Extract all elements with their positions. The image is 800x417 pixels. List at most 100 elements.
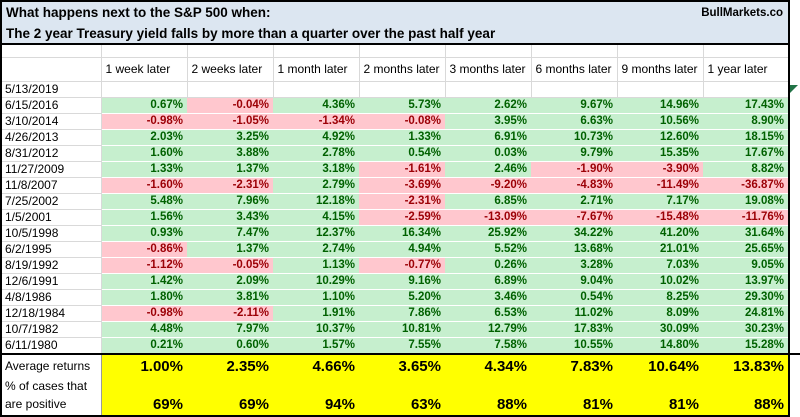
value-cell[interactable]: 1.33% <box>359 129 445 146</box>
value-cell[interactable]: 13.68% <box>531 241 617 258</box>
value-cell[interactable]: 7.17% <box>617 193 703 210</box>
value-cell[interactable]: -2.59% <box>359 209 445 226</box>
date-cell[interactable]: 1/5/2001 <box>0 209 102 226</box>
value-cell[interactable]: 25.92% <box>445 225 531 242</box>
value-cell[interactable]: 41.20% <box>617 225 703 242</box>
value-cell[interactable]: -3.69% <box>359 177 445 194</box>
value-cell[interactable]: 1.57% <box>273 337 359 354</box>
value-cell[interactable]: 0.54% <box>531 289 617 306</box>
date-cell[interactable]: 10/7/1982 <box>0 321 102 338</box>
summary-value-cell[interactable]: 69% <box>187 393 273 417</box>
value-cell[interactable]: 13.97% <box>703 273 789 290</box>
value-cell[interactable] <box>531 81 618 98</box>
value-cell[interactable]: -11.49% <box>617 177 703 194</box>
value-cell[interactable]: 12.18% <box>273 193 359 210</box>
value-cell[interactable]: -11.76% <box>703 209 789 226</box>
summary-value-cell[interactable] <box>273 377 359 394</box>
value-cell[interactable]: -13.09% <box>445 209 531 226</box>
summary-value-cell[interactable] <box>101 377 187 394</box>
value-cell[interactable]: 21.01% <box>617 241 703 258</box>
value-cell[interactable]: 4.36% <box>273 97 359 114</box>
value-cell[interactable]: 14.80% <box>617 337 703 354</box>
value-cell[interactable]: 10.29% <box>273 273 359 290</box>
value-cell[interactable]: 7.97% <box>187 321 273 338</box>
value-cell[interactable]: -0.08% <box>359 113 445 130</box>
value-cell[interactable]: 7.58% <box>445 337 531 354</box>
column-header[interactable]: 1 week later <box>101 57 188 82</box>
value-cell[interactable]: 0.26% <box>445 257 531 274</box>
value-cell[interactable]: -0.05% <box>187 257 273 274</box>
value-cell[interactable]: 10.73% <box>531 129 617 146</box>
value-cell[interactable]: 1.80% <box>101 289 187 306</box>
value-cell[interactable]: -7.67% <box>531 209 617 226</box>
value-cell[interactable]: -1.61% <box>359 161 445 178</box>
summary-value-cell[interactable] <box>617 377 703 394</box>
value-cell[interactable]: -4.83% <box>531 177 617 194</box>
value-cell[interactable]: 7.96% <box>187 193 273 210</box>
value-cell[interactable]: 6.91% <box>445 129 531 146</box>
summary-value-cell[interactable]: 2.35% <box>187 352 273 378</box>
summary-value-cell[interactable]: 4.34% <box>445 352 531 378</box>
value-cell[interactable]: 3.43% <box>187 209 273 226</box>
value-cell[interactable]: 10.55% <box>531 337 617 354</box>
value-cell[interactable]: 25.65% <box>703 241 789 258</box>
average-returns-label[interactable]: Average returns <box>0 352 102 378</box>
value-cell[interactable]: 17.43% <box>703 97 789 114</box>
summary-value-cell[interactable]: 63% <box>359 393 445 417</box>
date-cell[interactable]: 12/18/1984 <box>0 305 102 322</box>
value-cell[interactable]: 2.71% <box>531 193 617 210</box>
value-cell[interactable]: 2.62% <box>445 97 531 114</box>
value-cell[interactable]: 1.10% <box>273 289 359 306</box>
value-cell[interactable]: 3.95% <box>445 113 531 130</box>
value-cell[interactable]: -36.87% <box>703 177 789 194</box>
value-cell[interactable]: 18.15% <box>703 129 789 146</box>
value-cell[interactable]: 0.60% <box>187 337 273 354</box>
value-cell[interactable]: 4.92% <box>273 129 359 146</box>
value-cell[interactable]: -1.05% <box>187 113 273 130</box>
value-cell[interactable]: 1.56% <box>101 209 187 226</box>
value-cell[interactable]: 1.33% <box>101 161 187 178</box>
summary-value-cell[interactable] <box>531 377 617 394</box>
value-cell[interactable]: 3.25% <box>187 129 273 146</box>
percent-positive-label[interactable]: are positive <box>0 393 102 417</box>
value-cell[interactable]: 1.60% <box>101 145 187 162</box>
value-cell[interactable]: 5.73% <box>359 97 445 114</box>
value-cell[interactable]: -0.04% <box>187 97 273 114</box>
value-cell[interactable]: 16.34% <box>359 225 445 242</box>
summary-value-cell[interactable]: 7.83% <box>531 352 617 378</box>
value-cell[interactable]: 2.09% <box>187 273 273 290</box>
date-cell[interactable]: 4/26/2013 <box>0 129 102 146</box>
value-cell[interactable] <box>187 81 274 98</box>
summary-value-cell[interactable] <box>703 377 789 394</box>
summary-value-cell[interactable]: 1.00% <box>101 352 187 378</box>
value-cell[interactable]: 15.35% <box>617 145 703 162</box>
date-cell[interactable]: 6/15/2016 <box>0 97 102 114</box>
value-cell[interactable]: 9.79% <box>531 145 617 162</box>
value-cell[interactable]: 2.79% <box>273 177 359 194</box>
value-cell[interactable]: 4.94% <box>359 241 445 258</box>
value-cell[interactable]: 1.37% <box>187 241 273 258</box>
date-cell[interactable]: 6/2/1995 <box>0 241 102 258</box>
date-cell[interactable]: 4/8/1986 <box>0 289 102 306</box>
value-cell[interactable]: -0.86% <box>101 241 187 258</box>
value-cell[interactable]: -0.98% <box>101 305 187 322</box>
value-cell[interactable] <box>273 81 360 98</box>
value-cell[interactable] <box>101 81 188 98</box>
value-cell[interactable]: 30.23% <box>703 321 789 338</box>
value-cell[interactable]: 0.67% <box>101 97 187 114</box>
value-cell[interactable]: 9.04% <box>531 273 617 290</box>
value-cell[interactable]: 5.48% <box>101 193 187 210</box>
column-header[interactable]: 9 months later <box>617 57 704 82</box>
value-cell[interactable]: 8.82% <box>703 161 789 178</box>
date-cell[interactable]: 11/8/2007 <box>0 177 102 194</box>
value-cell[interactable]: 10.81% <box>359 321 445 338</box>
value-cell[interactable] <box>617 81 704 98</box>
value-cell[interactable]: 10.56% <box>617 113 703 130</box>
value-cell[interactable]: 0.21% <box>101 337 187 354</box>
summary-value-cell[interactable]: 81% <box>617 393 703 417</box>
value-cell[interactable]: 15.28% <box>703 337 789 354</box>
column-header[interactable]: 1 year later <box>703 57 790 82</box>
value-cell[interactable]: 6.53% <box>445 305 531 322</box>
value-cell[interactable]: 12.37% <box>273 225 359 242</box>
value-cell[interactable]: 9.16% <box>359 273 445 290</box>
